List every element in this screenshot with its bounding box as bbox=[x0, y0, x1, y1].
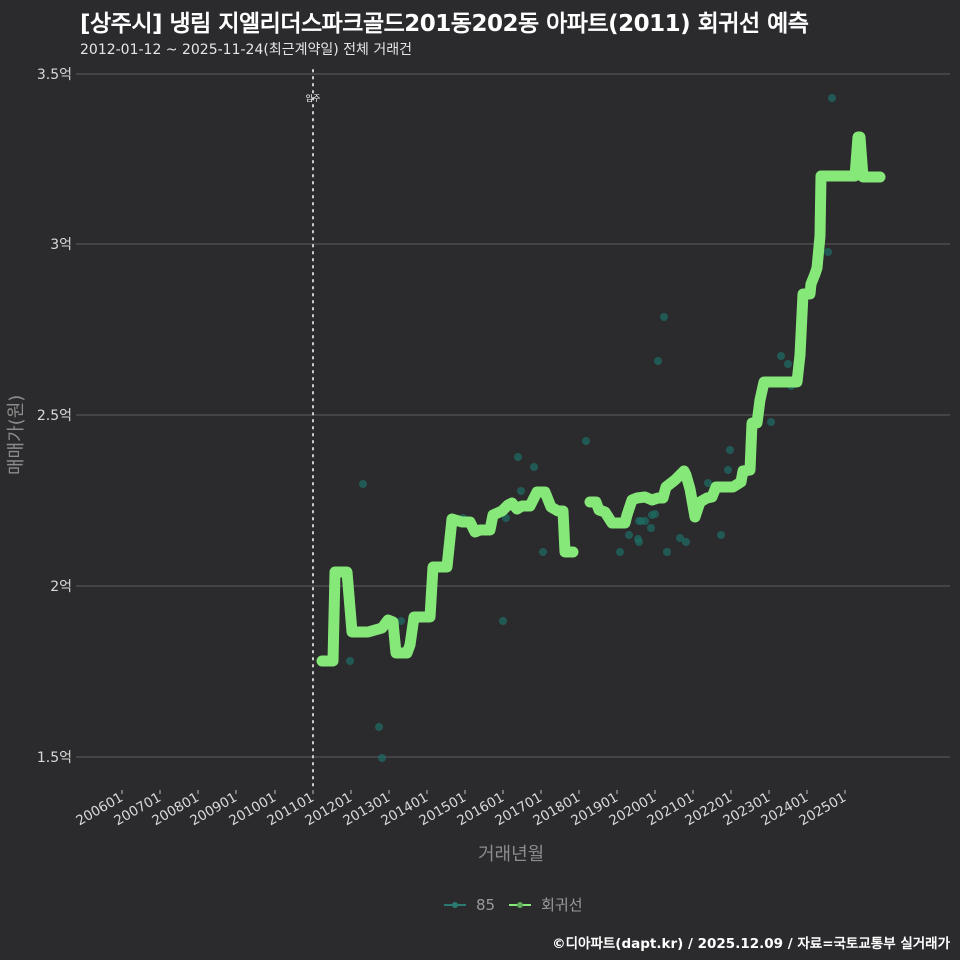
x-tick-labels: 200601 200701 200801 200901 201001 20110… bbox=[73, 790, 849, 830]
x-ticks bbox=[121, 790, 846, 794]
y-tick-labels: 3.5억 3억 2.5억 2억 1.5억 bbox=[37, 67, 72, 766]
legend-label-85: 85 bbox=[476, 895, 496, 914]
gridlines bbox=[76, 73, 950, 758]
y-tick-3: 3억 bbox=[50, 237, 72, 253]
legend-item-85[interactable]: 85 bbox=[444, 896, 495, 914]
y-tick-2.5: 2.5억 bbox=[37, 408, 72, 424]
footer-credit: ©디아파트(dapt.kr) / 2025.12.09 / 자료=국토교통부 실… bbox=[552, 936, 950, 952]
legend-item-regression[interactable]: 회귀선 bbox=[509, 894, 583, 915]
scatter-series-85 bbox=[346, 94, 836, 762]
x-axis-label: 거래년월 bbox=[478, 844, 545, 865]
chart-subtitle: 2012-01-12 ~ 2025-11-24(최근계약일) 전체 거래건 bbox=[80, 42, 412, 58]
legend: 85 회귀선 bbox=[444, 894, 589, 915]
chart-title: [상주시] 냉림 지엘리더스파크골드201동202동 아파트(2011) 회귀선… bbox=[80, 11, 809, 37]
regression-line bbox=[316, 131, 886, 667]
legend-key-regression-icon bbox=[509, 898, 532, 912]
y-tick-3.5: 3.5억 bbox=[37, 67, 72, 83]
y-tick-1.5: 1.5억 bbox=[37, 750, 72, 766]
legend-label-regression: 회귀선 bbox=[541, 896, 583, 914]
legend-key-85-icon bbox=[444, 898, 466, 912]
y-tick-2: 2억 bbox=[50, 579, 72, 595]
y-axis-label: 매매가(원) bbox=[6, 394, 27, 475]
move-in-label: 입주 bbox=[306, 94, 321, 103]
